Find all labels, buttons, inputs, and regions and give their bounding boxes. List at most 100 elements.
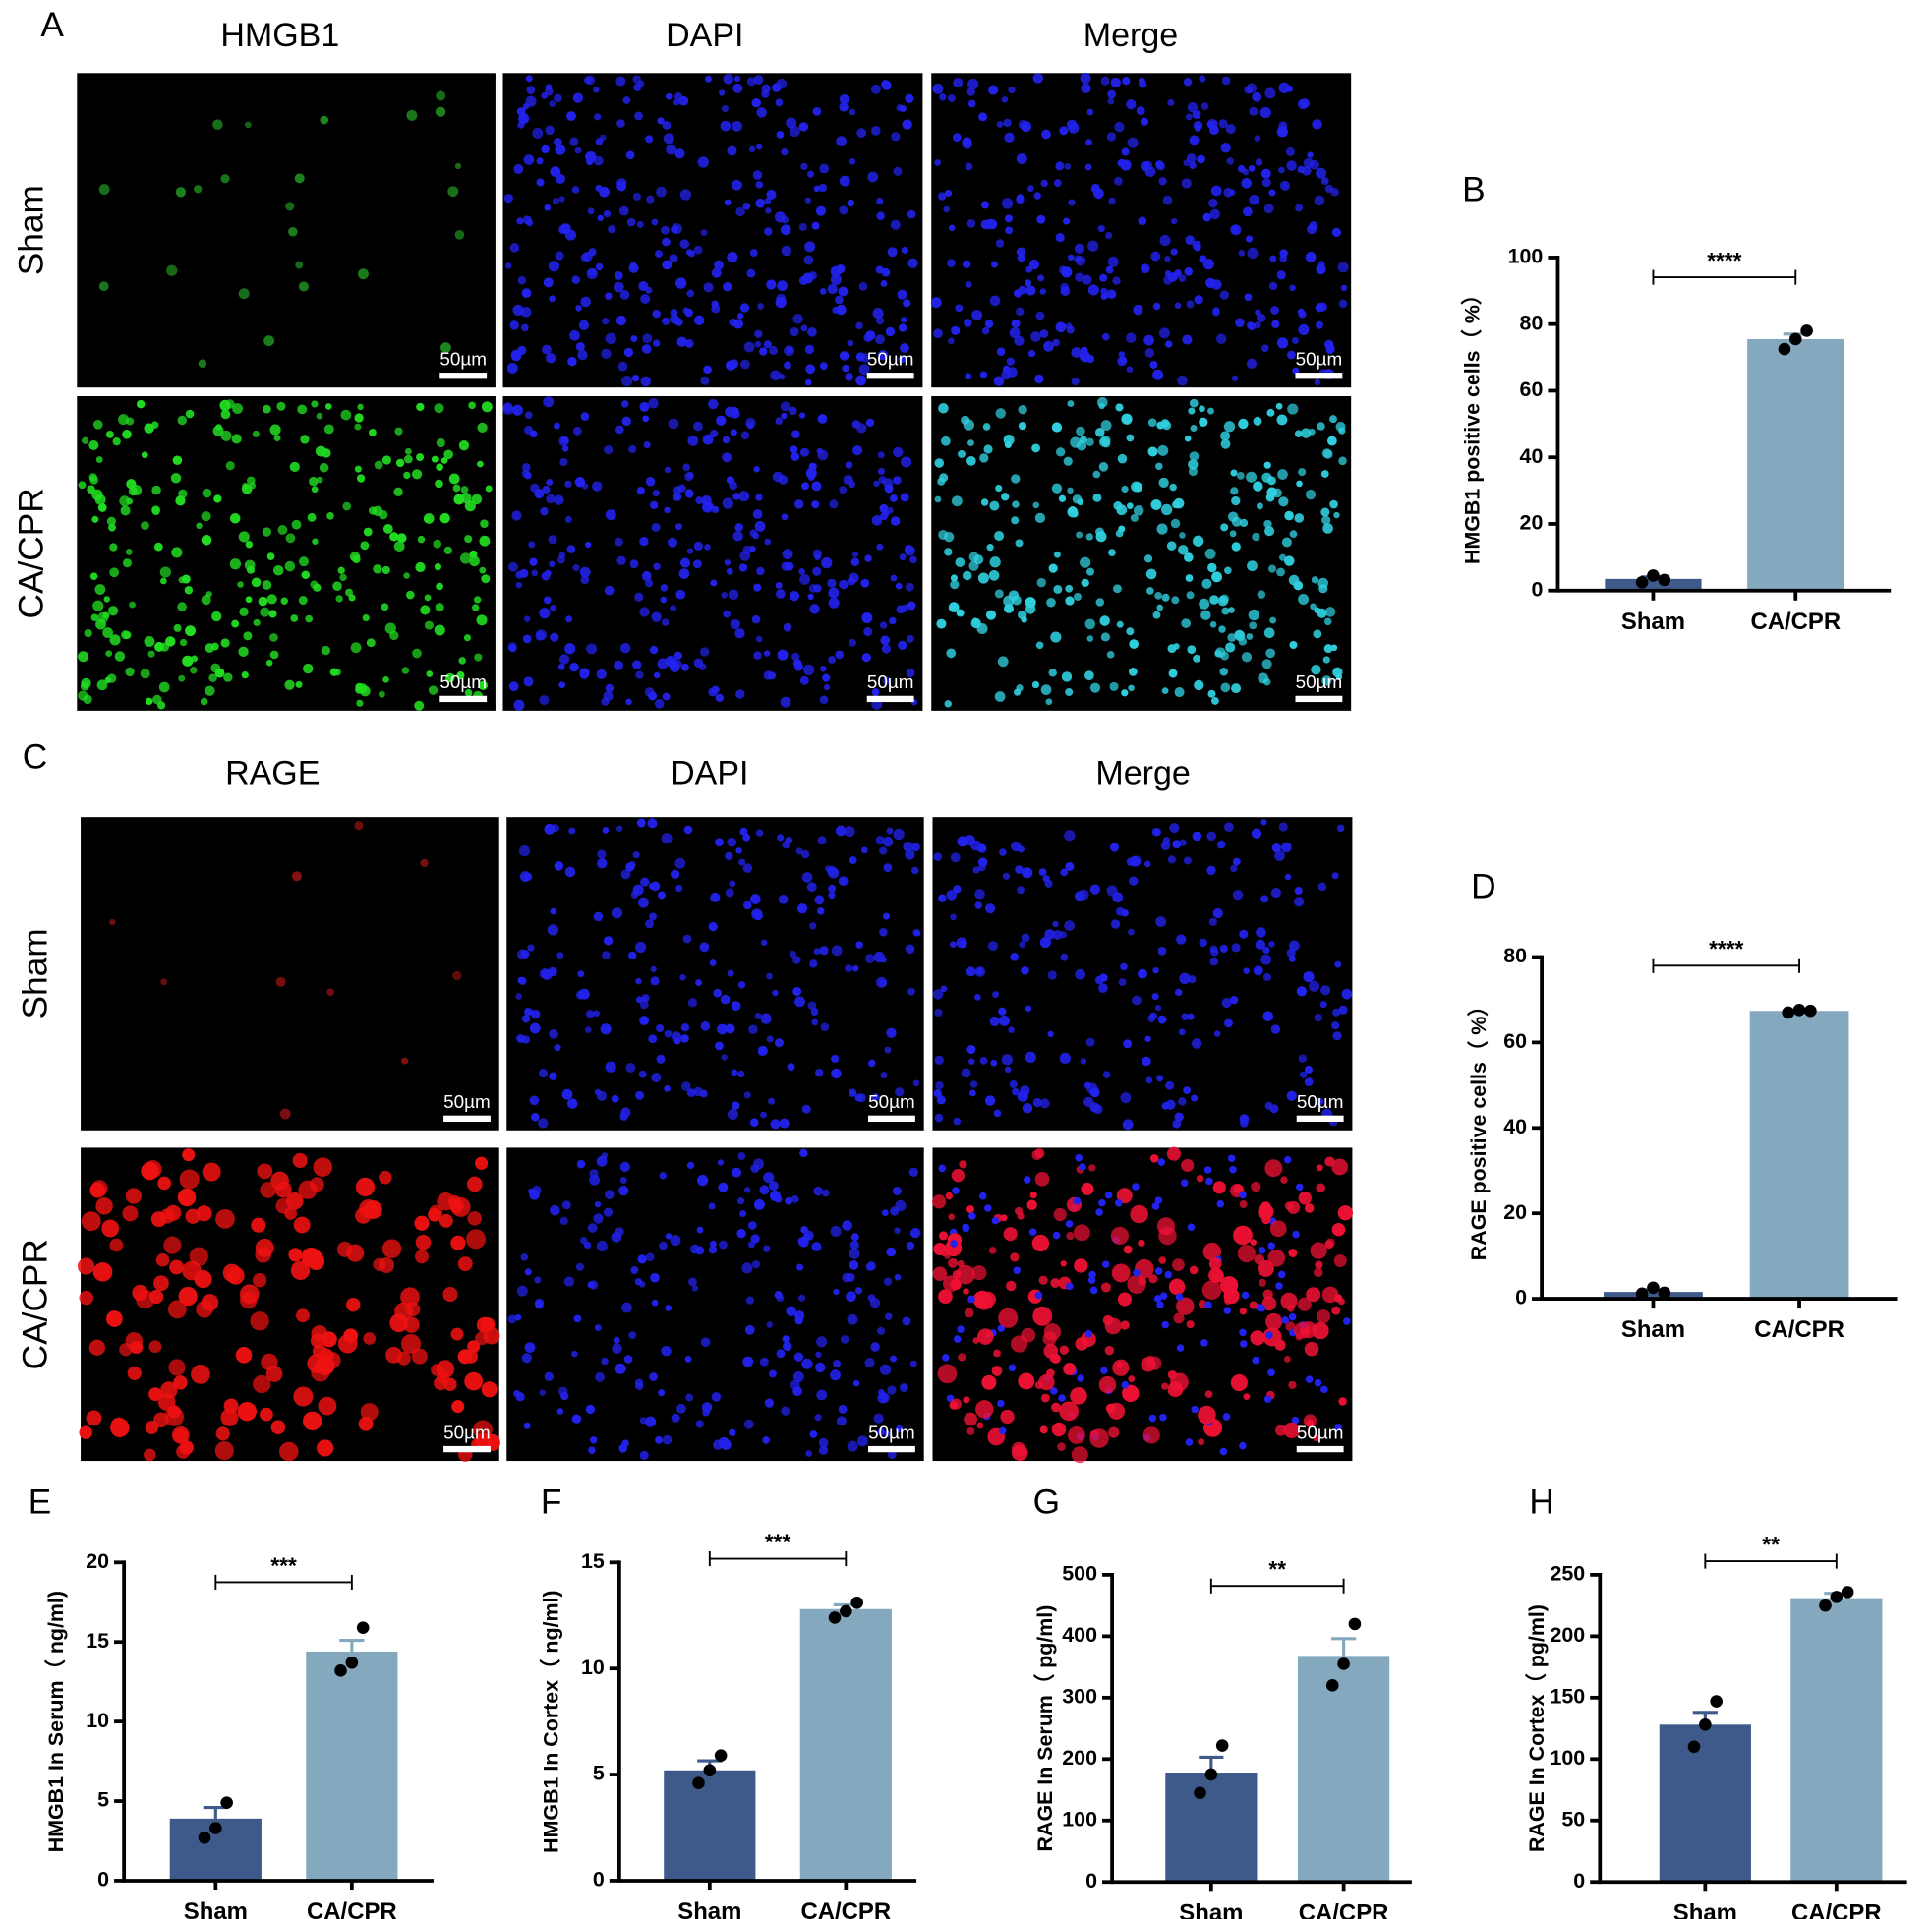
bar — [1747, 338, 1844, 591]
cell — [989, 1016, 1000, 1027]
cell — [252, 1272, 267, 1288]
cell — [136, 1290, 155, 1309]
cell — [982, 423, 991, 431]
cell — [440, 457, 448, 464]
cell — [564, 866, 576, 878]
cell — [178, 1286, 198, 1307]
cell — [1080, 346, 1088, 355]
cell — [260, 1182, 276, 1198]
cell — [979, 453, 989, 463]
cell — [122, 558, 132, 568]
cell — [851, 420, 861, 429]
cell — [932, 989, 944, 1000]
cell — [740, 359, 750, 370]
cell — [956, 609, 965, 617]
cell — [202, 488, 212, 498]
cell — [579, 668, 590, 678]
cell — [1145, 568, 1157, 580]
cell — [742, 901, 752, 910]
cell — [1044, 929, 1055, 940]
data-point — [1325, 1679, 1339, 1692]
cell — [1216, 840, 1226, 849]
cell — [112, 436, 121, 446]
cell — [727, 837, 737, 847]
cell — [1081, 1331, 1096, 1348]
cell — [1001, 198, 1014, 209]
cell — [849, 638, 856, 647]
cell — [946, 648, 957, 659]
cell — [994, 691, 1006, 702]
cell — [1022, 867, 1033, 879]
cell — [951, 1168, 966, 1183]
cell — [938, 1231, 948, 1241]
nucleus — [1295, 1183, 1304, 1192]
cell — [1323, 449, 1333, 459]
cell — [547, 924, 559, 936]
cell — [357, 403, 364, 411]
x-tick-label: CA/CPR — [307, 1898, 397, 1919]
cell — [748, 1024, 758, 1035]
cell — [1018, 422, 1027, 431]
cell — [363, 1332, 377, 1345]
cell — [811, 1018, 819, 1026]
image-background — [77, 395, 496, 711]
nucleus — [1343, 1317, 1351, 1325]
cell — [1178, 274, 1187, 283]
cell — [516, 1285, 528, 1297]
cell — [970, 617, 981, 629]
cell — [552, 198, 559, 205]
y-axis-label: HMGB1 In Serum（ ng/ml) — [44, 1591, 68, 1852]
cell — [992, 991, 1000, 999]
cell — [1161, 687, 1169, 694]
cell — [571, 186, 580, 194]
cell — [616, 178, 627, 189]
cell — [96, 679, 108, 691]
cell — [805, 1450, 813, 1457]
cell — [1316, 1309, 1331, 1324]
cell — [1332, 1031, 1342, 1041]
cell — [577, 970, 585, 978]
panel-letter: F — [541, 1483, 562, 1521]
cell — [463, 634, 472, 642]
cell — [1126, 332, 1137, 343]
cell — [938, 529, 949, 540]
cell — [1045, 698, 1053, 706]
cell — [800, 162, 808, 171]
cell — [225, 461, 235, 471]
cell — [840, 1335, 849, 1344]
cell — [1167, 1381, 1184, 1398]
data-point — [334, 1664, 347, 1677]
cell — [1294, 430, 1303, 438]
cell — [934, 1113, 944, 1123]
micrograph: 50µm — [506, 817, 924, 1131]
cell — [757, 1045, 768, 1056]
cell — [1081, 578, 1089, 588]
cell — [1126, 98, 1137, 110]
cell — [1246, 235, 1254, 243]
cell — [900, 493, 909, 502]
cell — [766, 189, 777, 200]
cell — [724, 199, 732, 206]
cell — [596, 1155, 608, 1167]
nucleus — [1281, 1316, 1289, 1324]
cell — [1224, 1018, 1233, 1028]
cell — [757, 303, 765, 310]
cell — [782, 1341, 792, 1352]
cell — [1039, 937, 1051, 949]
y-tick-label: 40 — [1520, 444, 1544, 468]
cell — [745, 1296, 755, 1305]
cell — [539, 695, 550, 706]
cell — [700, 229, 708, 237]
cell — [453, 494, 465, 505]
cell — [988, 1247, 997, 1254]
cell — [1074, 243, 1084, 254]
cell — [1223, 1288, 1240, 1305]
cell — [1179, 839, 1187, 846]
cell — [674, 523, 682, 531]
cell — [988, 85, 999, 95]
cell — [1034, 1172, 1050, 1187]
cell — [662, 121, 672, 130]
nucleus — [1151, 1202, 1160, 1210]
significance-bracket — [1704, 1553, 1838, 1569]
cell — [1336, 824, 1345, 833]
